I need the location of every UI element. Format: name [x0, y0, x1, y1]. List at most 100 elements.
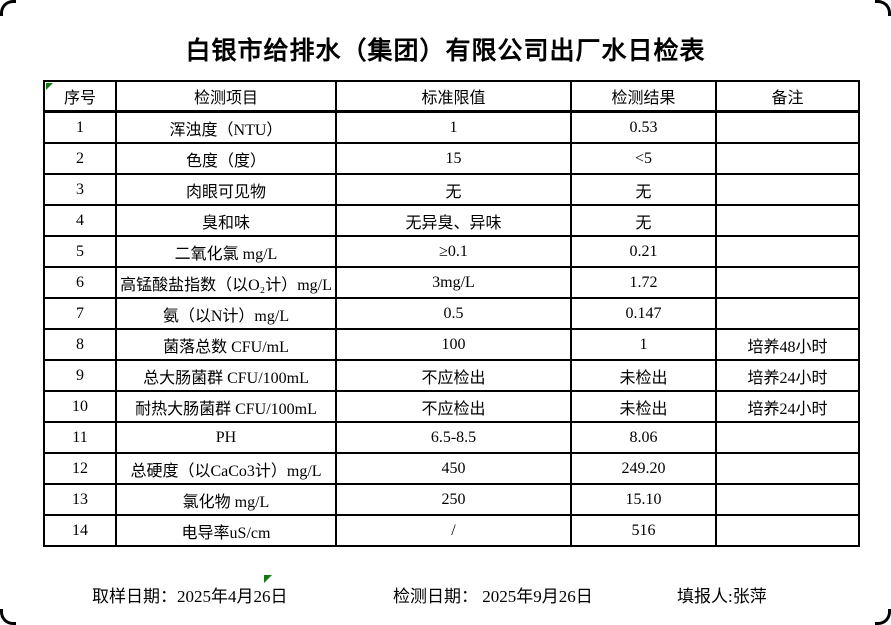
cell-no: 6 — [43, 266, 117, 299]
cell-no: 7 — [43, 297, 117, 330]
table-row: 14 电导率uS/cm/516 — [43, 514, 860, 547]
cell-limit: / — [335, 514, 572, 547]
cell-limit: 不应检出 — [335, 390, 572, 423]
inspection-table-body: 1 浑浊度（NTU） 1 0.53 2 色度（度） 15 <5 3 肉眼可见物无无 4 臭和味 无异臭、… — [43, 110, 860, 547]
table-row: 2 色度（度） 15 <5 — [43, 142, 860, 175]
cell-no: 14 — [43, 514, 117, 547]
cell-result: 无 — [570, 204, 717, 237]
cell-no: 1 — [43, 110, 117, 144]
cell-no: 11 — [43, 421, 117, 454]
column-header-result: 检测结果 — [570, 80, 717, 113]
cell-remark — [715, 173, 860, 206]
cell-result: 1.72 — [570, 266, 717, 299]
cell-remark — [715, 421, 860, 454]
cell-result: 0.147 — [570, 297, 717, 330]
table-row: 7 氨（以N计）mg/L 0.5 0.147 — [43, 297, 860, 330]
cell-no: 12 — [43, 452, 117, 485]
cell-item: 臭和味 — [115, 204, 337, 237]
inspection-table: 序号 检测项目 标准限值 检测结果 备注 1 浑浊度（NTU） 1 0.53 2 色度（度… — [43, 80, 860, 547]
cell-remark — [715, 297, 860, 330]
cell-no: 4 — [43, 204, 117, 237]
frame-corner-top-left — [0, 0, 16, 16]
cell-remark — [715, 235, 860, 268]
cell-item: 氯化物 mg/L — [115, 483, 337, 516]
cell-no: 8 — [43, 328, 117, 361]
cell-limit: 250 — [335, 483, 572, 516]
cell-limit: 1 — [335, 110, 572, 144]
frame-corner-top-right — [875, 0, 891, 16]
table-row: 4 臭和味 无异臭、异味无 — [43, 204, 860, 237]
report-footer: 取样日期：2025年4月26日 检测日期： 2025年9月26日 填报人:张萍 — [0, 582, 891, 608]
column-header-no: 序号 — [43, 80, 117, 113]
cell-limit: 100 — [335, 328, 572, 361]
cell-remark — [715, 204, 860, 237]
cell-limit: 无异臭、异味 — [335, 204, 572, 237]
cell-result: 未检出 — [570, 359, 717, 392]
cell-limit: 不应检出 — [335, 359, 572, 392]
cell-item: 高锰酸盐指数（以O₂计）mg/L — [115, 266, 337, 299]
cell-limit: ≥0.1 — [335, 235, 572, 268]
cell-limit: 450 — [335, 452, 572, 485]
column-header-item: 检测项目 — [115, 80, 337, 113]
cell-remark — [715, 266, 860, 299]
cell-item: PH — [115, 421, 337, 454]
cell-item: 色度（度） — [115, 142, 337, 175]
cell-limit: 3mg/L — [335, 266, 572, 299]
table-row: 6 高锰酸盐指数（以O₂计）mg/L 3mg/L 1.72 — [43, 266, 860, 299]
cell-result: 无 — [570, 173, 717, 206]
cell-limit: 6.5-8.5 — [335, 421, 572, 454]
table-row: 3 肉眼可见物无无 — [43, 173, 860, 206]
cell-result: 1 — [570, 328, 717, 361]
column-header-remark: 备注 — [715, 80, 860, 113]
cell-result: 0.21 — [570, 235, 717, 268]
table-row: 5 二氧化氯 mg/L ≥0.1 0.21 — [43, 235, 860, 268]
cell-item: 二氧化氯 mg/L — [115, 235, 337, 268]
table-row: 13 氯化物 mg/L 250 15.10 — [43, 483, 860, 516]
cell-limit: 15 — [335, 142, 572, 175]
cell-remark: 培养48小时 — [715, 328, 860, 361]
frame-corner-bottom-left — [0, 609, 16, 625]
cell-remark — [715, 514, 860, 547]
cell-result: <5 — [570, 142, 717, 175]
cell-remark — [715, 483, 860, 516]
table-header-row: 序号 检测项目 标准限值 检测结果 备注 — [43, 80, 860, 113]
cell-result: 15.10 — [570, 483, 717, 516]
table-row: 8 菌落总数 CFU/mL 100 1 培养48小时 — [43, 328, 860, 361]
cell-remark: 培养24小时 — [715, 359, 860, 392]
green-triangle-icon — [46, 83, 53, 90]
column-header-limit: 标准限值 — [335, 80, 572, 113]
test-date-text: 检测日期： 2025年9月26日 — [393, 587, 593, 606]
cell-item: 耐热大肠菌群 CFU/100mL — [115, 390, 337, 423]
cell-remark — [715, 142, 860, 175]
frame-corner-bottom-right — [875, 609, 891, 625]
column-header-label: 序号 — [63, 90, 96, 107]
cell-limit: 0.5 — [335, 297, 572, 330]
cell-item: 氨（以N计）mg/L — [115, 297, 337, 330]
table-row: 11 PH 6.5-8.5 8.06 — [43, 421, 860, 454]
cell-result: 516 — [570, 514, 717, 547]
cell-result: 0.53 — [570, 110, 717, 144]
table-row: 9 总大肠菌群 CFU/100mL 不应检出 未检出 培养24小时 — [43, 359, 860, 392]
cell-item: 电导率uS/cm — [115, 514, 337, 547]
cell-remark — [715, 452, 860, 485]
cell-item: 肉眼可见物 — [115, 173, 337, 206]
cell-no: 13 — [43, 483, 117, 516]
cell-limit: 无 — [335, 173, 572, 206]
cell-no: 9 — [43, 359, 117, 392]
cell-remark — [715, 110, 860, 144]
cell-no: 10 — [43, 390, 117, 423]
table-row: 10 耐热大肠菌群 CFU/100mL 不应检出 未检出 培养24小时 — [43, 390, 860, 423]
cell-item: 菌落总数 CFU/mL — [115, 328, 337, 361]
table-row: 12 总硬度（以CaCo3计）mg/L 450 249.20 — [43, 452, 860, 485]
cell-result: 8.06 — [570, 421, 717, 454]
reporter-text: 填报人:张萍 — [677, 587, 767, 606]
page-title: 白银市给排水（集团）有限公司出厂水日检表 — [185, 38, 706, 65]
cell-item: 总硬度（以CaCo3计）mg/L — [115, 452, 337, 485]
table-row: 1 浑浊度（NTU） 1 0.53 — [43, 110, 860, 144]
sample-date-text: 取样日期：2025年4月26日 — [92, 587, 288, 606]
cell-no: 3 — [43, 173, 117, 206]
green-triangle-icon — [264, 575, 272, 583]
cell-result: 249.20 — [570, 452, 717, 485]
cell-no: 5 — [43, 235, 117, 268]
